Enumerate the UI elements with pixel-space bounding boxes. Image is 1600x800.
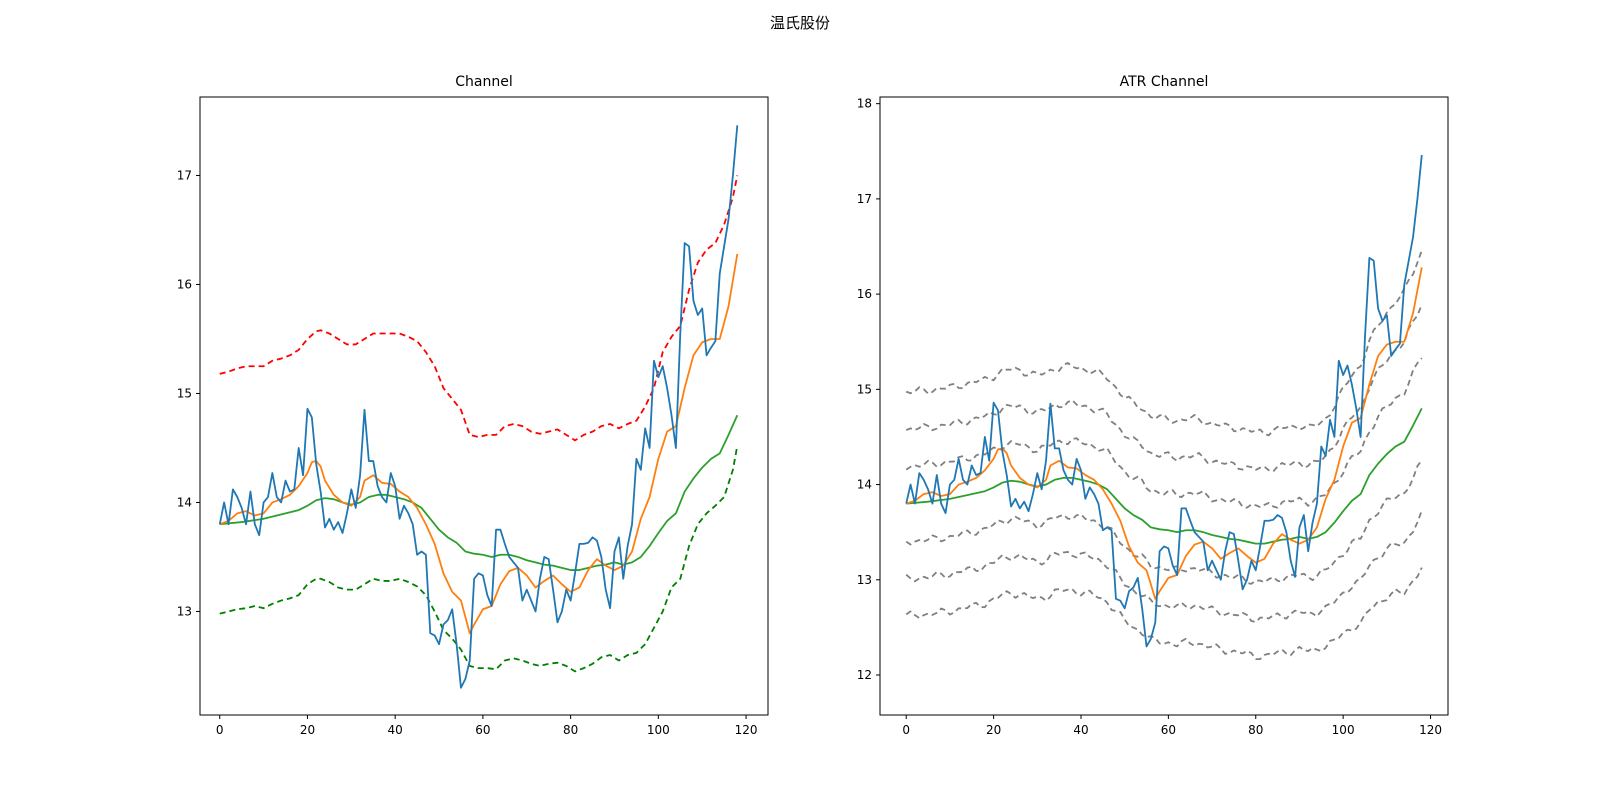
x-tick-label: 60 bbox=[1161, 723, 1176, 737]
x-tick-label: 120 bbox=[1419, 723, 1442, 737]
axes-frame bbox=[199, 96, 769, 716]
axes-1: Channel 0 20 40 60 80 100 120 13 14 15 16 17 bbox=[177, 74, 758, 737]
x-tick-label: 120 bbox=[735, 723, 758, 737]
x-tick-label: 20 bbox=[986, 723, 1001, 737]
x-tick-label: 0 bbox=[902, 723, 910, 737]
y-tick-label: 14 bbox=[857, 478, 872, 492]
y-tick-label: 17 bbox=[177, 168, 192, 182]
series-ema-line bbox=[905, 267, 1423, 600]
y-tick-label: 16 bbox=[857, 287, 872, 301]
axes-title: Channel bbox=[455, 74, 512, 90]
y-tick-label: 12 bbox=[857, 668, 872, 682]
x-tick-label: 100 bbox=[1332, 723, 1355, 737]
x-tick-label: 40 bbox=[388, 723, 403, 737]
y-tick-label: 14 bbox=[177, 495, 192, 509]
series-price-line bbox=[218, 125, 739, 689]
x-tick-label: 0 bbox=[216, 723, 224, 737]
plot-area bbox=[905, 155, 1423, 661]
series-ema-line bbox=[219, 253, 739, 635]
y-tick-label: 15 bbox=[177, 386, 192, 400]
y-tick-label: 15 bbox=[857, 382, 872, 396]
x-tick-label: 60 bbox=[475, 723, 490, 737]
axes-title: ATR Channel bbox=[1120, 74, 1209, 90]
axes-frame bbox=[879, 96, 1449, 716]
atr-band-line bbox=[905, 459, 1423, 585]
series-ma-line bbox=[906, 407, 1423, 545]
series-upper-line bbox=[219, 175, 739, 442]
y-tick-label: 16 bbox=[177, 277, 192, 291]
atr-band-line bbox=[905, 357, 1423, 509]
plot-area bbox=[218, 125, 739, 689]
atr-band-line bbox=[905, 510, 1423, 623]
y-tick-label: 18 bbox=[857, 97, 872, 111]
y-tick-label: 13 bbox=[857, 573, 872, 587]
x-tick-label: 80 bbox=[563, 723, 578, 737]
x-tick-label: 40 bbox=[1073, 723, 1088, 737]
atr-band-line bbox=[905, 250, 1423, 437]
x-tick-label: 20 bbox=[300, 723, 315, 737]
axes-2: ATR Channel 0 20 40 60 80 100 120 12 13 14 15 16 17 18 bbox=[857, 74, 1442, 737]
y-tick-label: 13 bbox=[177, 604, 192, 618]
series-lower-line bbox=[219, 445, 739, 673]
x-tick-label: 80 bbox=[1248, 723, 1263, 737]
series-ma-line bbox=[219, 414, 739, 571]
x-tick-label: 100 bbox=[647, 723, 670, 737]
figure-suptitle: 温氏股份 bbox=[769, 14, 830, 32]
series-price-line bbox=[905, 155, 1423, 648]
y-tick-label: 17 bbox=[857, 192, 872, 206]
atr-band-line bbox=[905, 567, 1423, 661]
